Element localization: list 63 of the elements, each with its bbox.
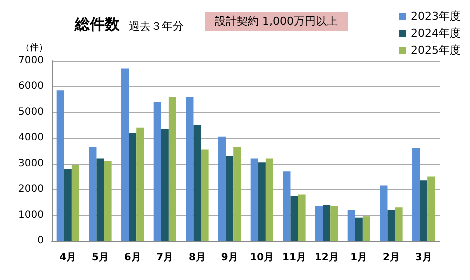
bar [154,102,162,241]
chart-subtitle: 過去３年分 [129,20,184,33]
bar [323,205,331,241]
legend-label: 2025年度 [411,44,462,57]
bar [412,148,420,241]
bar [89,147,97,241]
x-tick-label: 9月 [221,252,238,264]
legend-label: 2023年度 [411,10,462,23]
x-tick-label: 7月 [156,252,174,264]
bar [194,125,202,241]
y-tick-label: 3000 [18,158,44,170]
y-tick-label: 1000 [18,210,44,221]
bar [330,206,338,241]
x-tick-label: 4月 [60,252,77,264]
x-tick-label: 6月 [124,252,142,264]
bar [122,68,130,241]
bar [316,206,324,241]
bar [201,150,209,241]
bar [290,196,298,241]
bar [355,218,363,241]
bar [388,210,396,241]
bar [258,162,266,241]
bar [136,128,144,241]
bar [348,210,356,241]
bar [234,147,242,241]
bar [250,158,258,241]
bar [64,169,72,241]
x-tick-label: 8月 [189,252,206,264]
y-tick-label: 4000 [18,132,44,144]
bar [161,129,169,241]
bar [298,194,306,241]
bar [168,97,176,241]
bar [186,97,194,241]
bar [226,156,234,241]
x-tick-label: 11月 [282,252,306,264]
y-tick-label: 2000 [18,184,44,196]
text: 設計契約 1,000万円以上 [215,15,338,28]
chart-title: 総件数 [74,16,121,34]
bar [395,208,403,241]
legend-label: 2024年度 [411,27,462,40]
x-tick-label: 10月 [250,252,274,264]
x-tick-label: 12月 [314,252,339,264]
x-tick-label: 1月 [350,252,368,264]
y-tick-label: 5000 [18,106,44,118]
y-tick-label: 0 [38,236,44,246]
bar [420,180,428,241]
x-tick-label: 3月 [415,252,432,264]
bar [96,158,104,241]
y-axis-title: （件） [21,42,48,54]
bar [283,172,291,241]
bar [104,161,112,241]
bar [218,136,226,241]
bar [380,186,388,241]
bar [266,158,274,241]
y-tick-label: 6000 [18,81,44,92]
bar [56,90,64,241]
y-tick-label: 7000 [18,56,44,66]
bar [72,165,80,241]
bar [129,133,137,241]
bar [428,176,436,241]
x-tick-label: 2月 [383,252,400,264]
x-tick-label: 5月 [92,252,109,264]
bar [362,216,370,241]
